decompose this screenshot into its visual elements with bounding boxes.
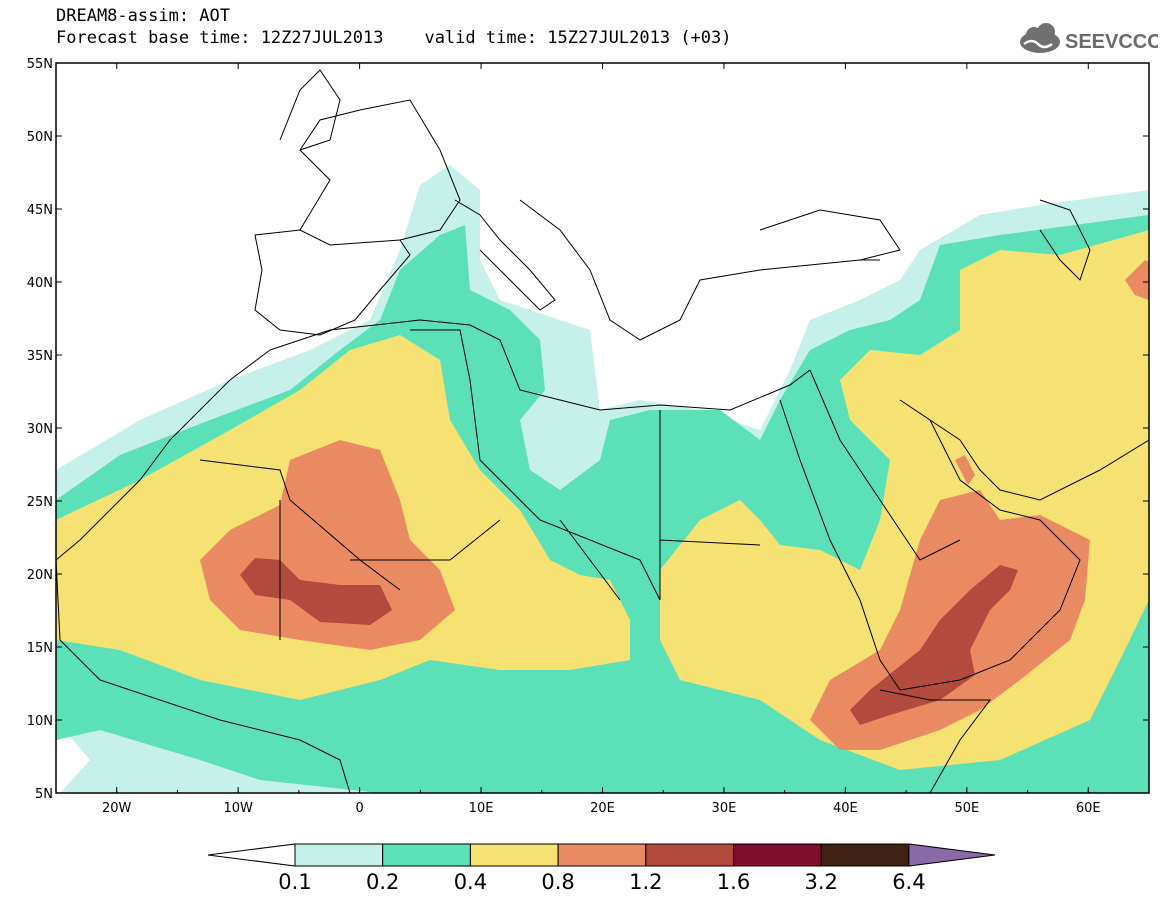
colorbar-tick-label: 6.4 <box>892 870 926 894</box>
seevccc-logo: SEEVCCC <box>1020 23 1158 53</box>
colorbar <box>207 843 996 867</box>
colorbar-swatch <box>820 843 910 867</box>
aot-contours <box>56 165 1149 793</box>
colorbar-swatch <box>733 843 822 867</box>
lon-label: 0 <box>355 801 363 816</box>
coast-persian-gulf <box>929 419 1149 501</box>
colorbar-swatch <box>645 843 734 867</box>
lat-label: 25N <box>27 495 53 510</box>
lat-label: 15N <box>27 641 53 656</box>
coast-black-caspian <box>759 199 1091 281</box>
colorbar-tick-label: 1.2 <box>629 870 663 894</box>
lon-label: 10E <box>469 801 494 816</box>
colorbar-tick-label: 0.4 <box>453 870 488 894</box>
colorbar-swatch <box>469 843 559 867</box>
colorbar-tick-label: 3.2 <box>804 870 838 894</box>
coast-north-africa <box>269 319 811 411</box>
colorbar-tick-label: 0.1 <box>278 870 312 894</box>
coastlines <box>56 69 1149 793</box>
map-title: DREAM8-assim: AOT <box>56 6 230 26</box>
lon-label: 50E <box>954 801 979 816</box>
lat-label: 5N <box>35 787 53 802</box>
coast-iberia <box>254 229 411 336</box>
lat-label: 35N <box>27 349 53 364</box>
lon-label: 60E <box>1076 801 1101 816</box>
lat-label: 30N <box>27 422 53 437</box>
aot-spot-gulf <box>955 455 975 485</box>
aot-band-0.8-west <box>200 440 455 650</box>
lat-label: 50N <box>27 130 53 145</box>
colorbar-swatch <box>382 843 471 867</box>
coast-red-sea <box>779 369 961 691</box>
coast-france-uk <box>279 69 461 241</box>
border-lines <box>199 329 761 640</box>
coast-horn-africa <box>879 689 991 793</box>
lat-label: 55N <box>27 57 53 72</box>
lon-label: 30E <box>712 801 737 816</box>
svg-text:SEEVCCC: SEEVCCC <box>1065 31 1158 53</box>
lat-label: 45N <box>27 203 53 218</box>
colorbar-swatch <box>294 843 384 867</box>
latitude-labels: 55N 50N 45N 40N 35N 30N 25N 20N 15N 10N 5N <box>27 57 53 802</box>
colorbar-arrow-left <box>207 843 296 867</box>
coast-italy <box>454 199 556 311</box>
colorbar-swatch <box>557 843 647 867</box>
coast-west-africa <box>56 349 351 793</box>
colorbar-arrow-right <box>908 843 996 867</box>
axis-ticks <box>55 62 1150 794</box>
aot-band-1.2-west <box>240 558 392 625</box>
lon-label: 10W <box>223 801 253 816</box>
lat-label: 40N <box>27 276 53 291</box>
lon-label: 20E <box>590 801 615 816</box>
colorbar-tick-label: 0.8 <box>541 870 575 894</box>
longitude-labels: 20W 10W 0 10E 20E 30E 40E 50E 60E <box>102 801 1101 816</box>
aot-spot-caspian <box>1125 260 1149 300</box>
colorbar-tick-label: 0.2 <box>365 870 400 894</box>
lon-label: 40E <box>833 801 858 816</box>
lat-label: 10N <box>27 714 53 729</box>
coast-balkans-greece <box>519 199 880 341</box>
lat-label: 20N <box>27 568 53 583</box>
coast-arabia <box>899 399 1081 691</box>
colorbar-tick-label: 1.6 <box>716 870 751 894</box>
cloud-icon <box>1020 23 1060 53</box>
forecast-time-info: Forecast base time: 12Z27JUL2013 valid t… <box>56 28 732 48</box>
aot-band-1.2-east <box>850 565 1018 725</box>
lon-label: 20W <box>102 801 132 816</box>
